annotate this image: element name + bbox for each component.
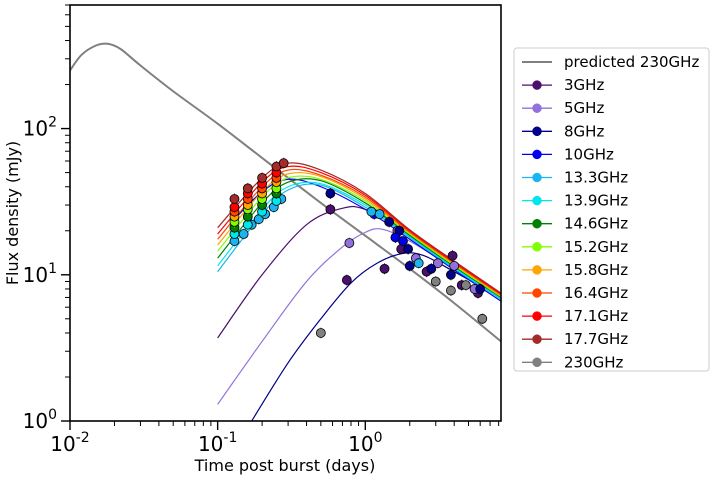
data-points <box>229 157 488 339</box>
legend-label: 15.8GHz <box>564 261 628 279</box>
model-curves <box>70 42 501 421</box>
data-point-17-7ghz <box>229 194 240 204</box>
data-point-17-7ghz <box>257 172 267 183</box>
plot-frame <box>69 4 502 422</box>
y-tick-label: 100 <box>23 407 57 433</box>
legend-marker <box>532 242 542 252</box>
data-point-17-7ghz <box>242 183 253 194</box>
legend-box <box>513 47 710 372</box>
legend-marker <box>532 149 542 160</box>
model-curve-5ghz <box>217 228 501 405</box>
data-point-5ghz <box>449 261 460 271</box>
data-point-5ghz <box>344 238 355 248</box>
data-point-230ghz <box>460 280 471 291</box>
data-point-8ghz <box>404 261 415 271</box>
data-point-3ghz <box>379 263 390 274</box>
legend-label: 13.9GHz <box>564 192 628 210</box>
legend-marker <box>532 126 542 137</box>
legend-label: 13.3GHz <box>564 169 628 187</box>
data-point-230ghz <box>446 285 456 296</box>
x-tick-label: 10-2 <box>50 430 89 456</box>
legend-marker <box>532 172 542 183</box>
data-point-13-3ghz <box>366 206 377 217</box>
legend-label: 15.2GHz <box>564 238 628 256</box>
legend-label: 16.4GHz <box>564 284 628 302</box>
legend-marker <box>532 334 542 344</box>
data-point-8ghz <box>446 269 456 280</box>
data-point-10ghz <box>398 236 408 246</box>
legend-marker <box>532 103 542 113</box>
data-point-230ghz <box>430 276 441 287</box>
legend-marker <box>532 218 542 229</box>
legend-marker <box>532 265 542 275</box>
x-tick-label: 100 <box>348 430 382 456</box>
data-point-8ghz <box>403 244 414 254</box>
data-point-8ghz <box>325 188 336 199</box>
x-axis-label: Time post burst (days) <box>194 456 376 475</box>
axis-ticks <box>61 4 500 430</box>
legend-marker <box>532 195 542 206</box>
data-point-13-3ghz <box>413 258 424 269</box>
legend-label: 14.6GHz <box>564 215 628 233</box>
legend-label: 10GHz <box>564 145 614 163</box>
legend-label: 8GHz <box>564 122 604 140</box>
data-point-17-7ghz <box>278 158 289 169</box>
tick-labels: 10-2 10-1 100 100 101 102 <box>23 115 383 456</box>
legend-label: 230GHz <box>564 353 624 371</box>
legend-label: 17.1GHz <box>564 307 628 325</box>
data-point-13-3ghz <box>374 209 385 220</box>
data-point-5ghz <box>432 258 443 269</box>
legend-marker <box>532 288 542 298</box>
legend-label: 3GHz <box>564 76 604 94</box>
legend-label: predicted 230GHz <box>564 53 699 71</box>
data-point-8ghz <box>426 263 437 274</box>
legend-marker <box>532 80 542 90</box>
data-point-3ghz <box>447 250 458 261</box>
y-axis-label: Flux density (mJy) <box>3 141 22 285</box>
data-point-8ghz <box>475 284 486 294</box>
data-point-13-3ghz <box>238 229 249 239</box>
data-point-230ghz <box>477 313 488 324</box>
y-tick-label: 102 <box>23 115 57 141</box>
x-tick-label: 10-1 <box>198 430 237 456</box>
legend-label: 5GHz <box>564 99 604 117</box>
data-point-3ghz <box>341 275 352 285</box>
data-point-8ghz <box>384 216 395 227</box>
legend-label: 17.7GHz <box>564 330 628 348</box>
data-point-3ghz <box>325 204 336 215</box>
y-tick-label: 101 <box>23 261 57 287</box>
model-curve-8ghz <box>251 252 501 421</box>
legend-marker <box>532 357 542 368</box>
data-point-230ghz <box>315 328 326 338</box>
legend-marker <box>532 311 542 321</box>
predicted-230ghz-curve <box>70 42 501 343</box>
legend: predicted 230GHz 3GHz 5GHz 8GHz 10GHz 13.3GHz… <box>513 47 710 372</box>
